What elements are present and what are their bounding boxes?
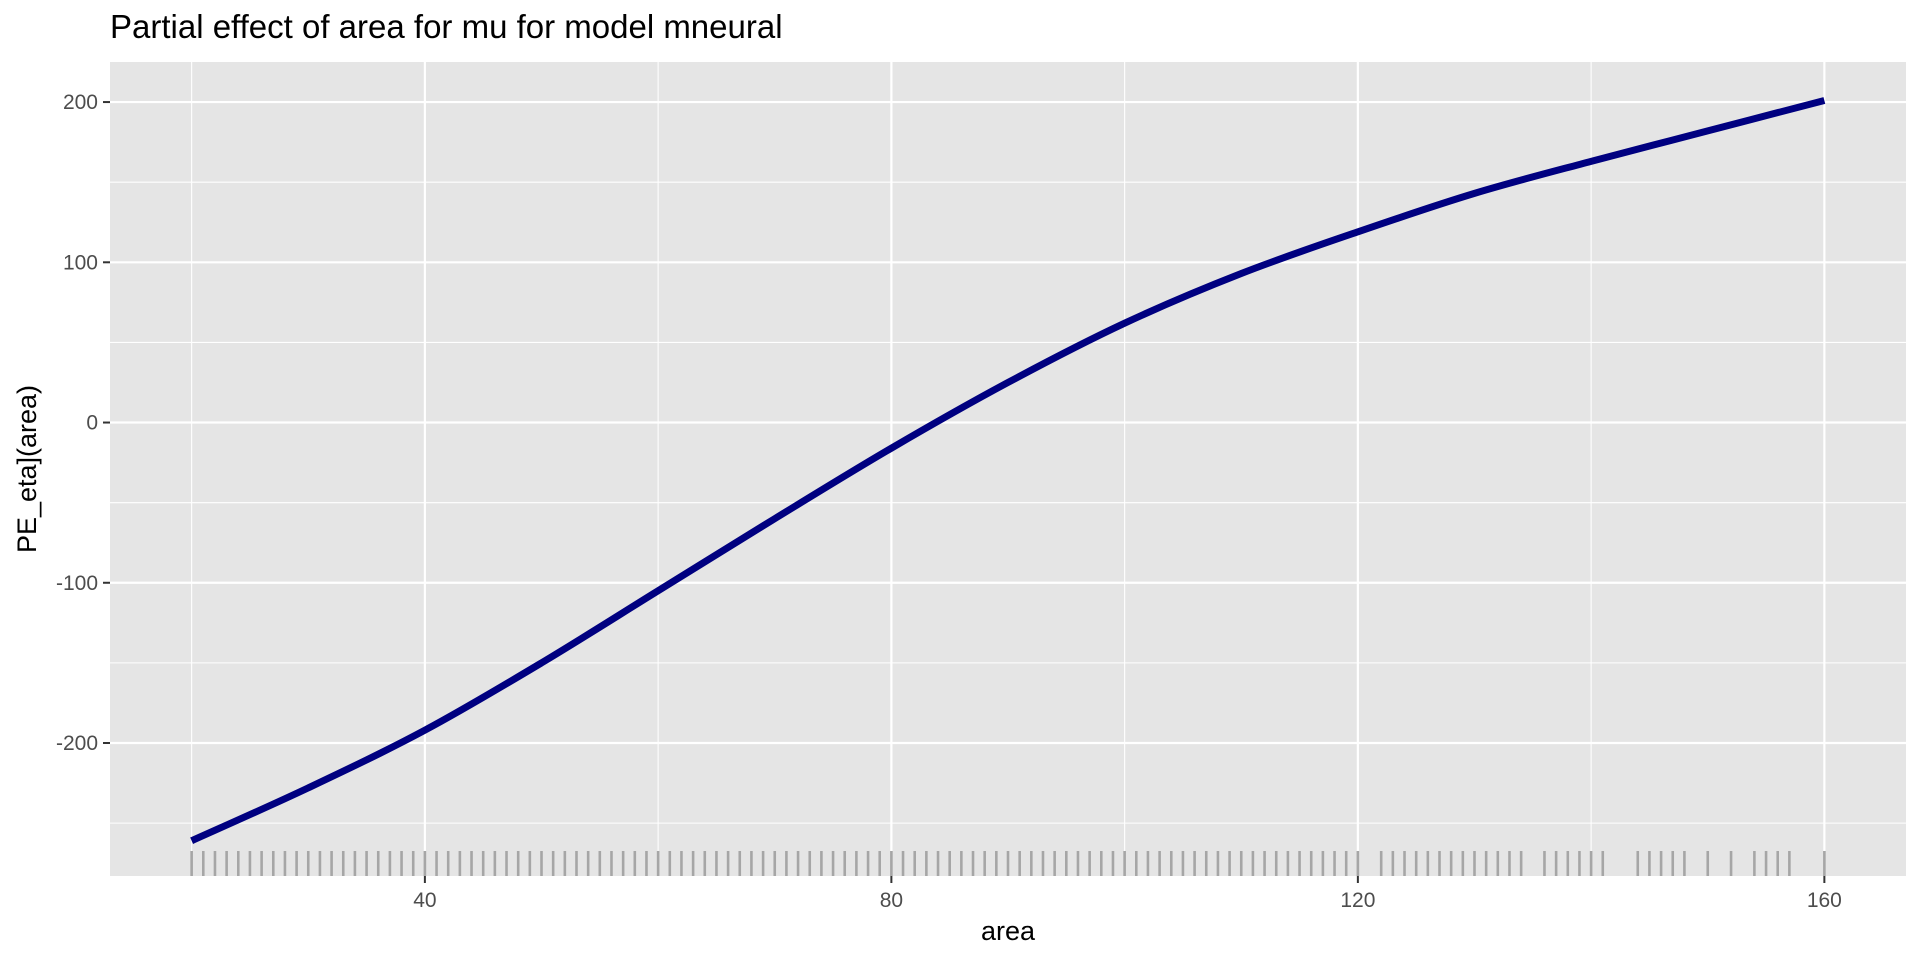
x-axis-title: area [981,916,1036,946]
y-tick-label: 200 [63,91,98,114]
y-tick-label: -200 [56,732,98,755]
x-tick-label: 120 [1340,889,1375,912]
rug-marks [190,851,1826,876]
x-axis: 40 80 120 160 [413,876,1842,912]
x-tick-label: 40 [413,889,436,912]
y-axis-title: PE_eta](area) [12,385,42,553]
x-tick-label: 160 [1807,889,1842,912]
y-tick-label: 100 [63,251,98,274]
major-gridlines [110,62,1906,876]
minor-gridlines [110,62,1906,876]
x-tick-label: 80 [880,889,903,912]
y-axis: -200 -100 0 100 200 [56,91,110,755]
effect-curve [190,97,1826,844]
chart-title: Partial effect of area for mu for model … [110,8,783,45]
y-tick-label: -100 [56,572,98,595]
y-tick-label: 0 [86,412,98,435]
